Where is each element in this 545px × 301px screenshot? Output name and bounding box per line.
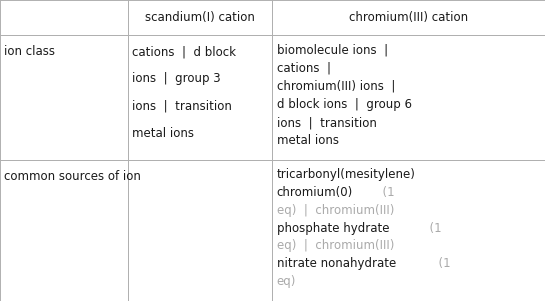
Text: eq)  |  chromium(III): eq) | chromium(III) xyxy=(277,239,394,253)
Text: common sources of ion: common sources of ion xyxy=(4,170,141,183)
Text: d block ions  |  group 6: d block ions | group 6 xyxy=(277,98,412,111)
Text: eq): eq) xyxy=(277,275,296,288)
Text: tricarbonyl(mesitylene): tricarbonyl(mesitylene) xyxy=(277,168,416,181)
Text: scandium(I) cation: scandium(I) cation xyxy=(146,11,255,24)
Text: (1: (1 xyxy=(431,257,450,270)
Text: (1: (1 xyxy=(422,222,441,234)
Text: metal ions: metal ions xyxy=(277,134,339,147)
Text: ions  |  group 3: ions | group 3 xyxy=(132,72,221,85)
Text: ion class: ion class xyxy=(4,45,56,58)
Text: ions  |  transition: ions | transition xyxy=(277,116,377,129)
Text: cations  |: cations | xyxy=(277,61,331,74)
Text: ions  |  transition: ions | transition xyxy=(132,99,232,113)
Text: (1: (1 xyxy=(376,186,395,199)
Text: chromium(0): chromium(0) xyxy=(277,186,353,199)
Text: chromium(III) cation: chromium(III) cation xyxy=(349,11,468,24)
Text: phosphate hydrate: phosphate hydrate xyxy=(277,222,389,234)
Text: cations  |  d block: cations | d block xyxy=(132,45,237,58)
Text: nitrate nonahydrate: nitrate nonahydrate xyxy=(277,257,396,270)
Text: biomolecule ions  |: biomolecule ions | xyxy=(277,43,388,56)
Text: metal ions: metal ions xyxy=(132,127,195,140)
Text: chromium(III) ions  |: chromium(III) ions | xyxy=(277,79,395,92)
Text: eq)  |  chromium(III): eq) | chromium(III) xyxy=(277,204,394,217)
